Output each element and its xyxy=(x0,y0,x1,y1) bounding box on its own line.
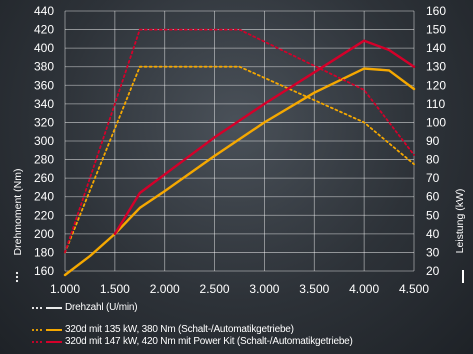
y-right-tick-label: 120 xyxy=(426,78,446,92)
y-left-tick-label: 220 xyxy=(34,208,54,222)
y-right-tick-label: 50 xyxy=(426,208,440,222)
legend-item-147kw: 320d mit 147 kW, 420 Nm mit Power Kit (S… xyxy=(32,336,353,347)
y-right-tick-label: 90 xyxy=(426,134,440,148)
x-tick-label: 4.500 xyxy=(399,282,429,296)
legend-x-axis-swatch xyxy=(32,305,62,311)
y-left-tick-label: 280 xyxy=(34,153,54,167)
y-left-tick-label: 300 xyxy=(34,134,54,148)
legend-147kw-swatch xyxy=(32,339,62,345)
y-right-tick-label: 150 xyxy=(426,23,446,37)
y-left-tick-label: 160 xyxy=(34,264,54,278)
y-right-tick-label: 60 xyxy=(426,190,440,204)
y-right-tick-label: 70 xyxy=(426,171,440,185)
y-left-tick-label: 420 xyxy=(34,23,54,37)
y-axis-right-title: Leistung (kW) xyxy=(454,189,466,254)
y-right-tick-label: 160 xyxy=(426,4,446,18)
y-axis-left-title: Drehmoment (Nm) xyxy=(12,169,24,256)
x-tick-label: 3.000 xyxy=(249,282,279,296)
legend-x-axis: Drehzahl (U/min) xyxy=(32,302,137,313)
x-tick-label: 1.500 xyxy=(100,282,130,296)
y-right-tick-label: 80 xyxy=(426,153,440,167)
y-left-tick-label: 360 xyxy=(34,78,54,92)
series-line-power xyxy=(65,69,414,275)
y-axis-left-key xyxy=(16,272,18,282)
y-left-tick-label: 320 xyxy=(34,115,54,129)
y-left-tick-label: 380 xyxy=(34,60,54,74)
legend-x-axis-label: Drehzahl (U/min) xyxy=(65,302,137,313)
x-tick-label: 2.000 xyxy=(150,282,180,296)
y-left-tick-label: 180 xyxy=(34,245,54,259)
x-tick-label: 4.000 xyxy=(349,282,379,296)
legend-item-135kw: 320d mit 135 kW, 380 Nm (Schalt-/Automat… xyxy=(32,324,294,335)
y-right-tick-label: 140 xyxy=(426,41,446,55)
legend-147kw-label: 320d mit 147 kW, 420 Nm mit Power Kit (S… xyxy=(65,336,353,347)
y-left-tick-label: 260 xyxy=(34,171,54,185)
legend-135kw-label: 320d mit 135 kW, 380 Nm (Schalt-/Automat… xyxy=(65,324,294,335)
x-tick-label: 1.000 xyxy=(50,282,80,296)
x-tick-label: 2.500 xyxy=(200,282,230,296)
y-left-tick-label: 240 xyxy=(34,190,54,204)
y-right-tick-label: 100 xyxy=(426,115,446,129)
y-right-tick-label: 30 xyxy=(426,245,440,259)
y-left-tick-label: 200 xyxy=(34,227,54,241)
y-right-tick-label: 130 xyxy=(426,60,446,74)
y-right-tick-label: 20 xyxy=(426,264,440,278)
y-left-tick-label: 400 xyxy=(34,41,54,55)
y-right-tick-label: 110 xyxy=(426,97,445,111)
x-tick-label: 3.500 xyxy=(299,282,329,296)
y-left-tick-label: 340 xyxy=(34,97,54,111)
y-left-tick-label: 440 xyxy=(34,4,54,18)
y-right-tick-label: 40 xyxy=(426,227,440,241)
legend-135kw-swatch xyxy=(32,327,62,333)
